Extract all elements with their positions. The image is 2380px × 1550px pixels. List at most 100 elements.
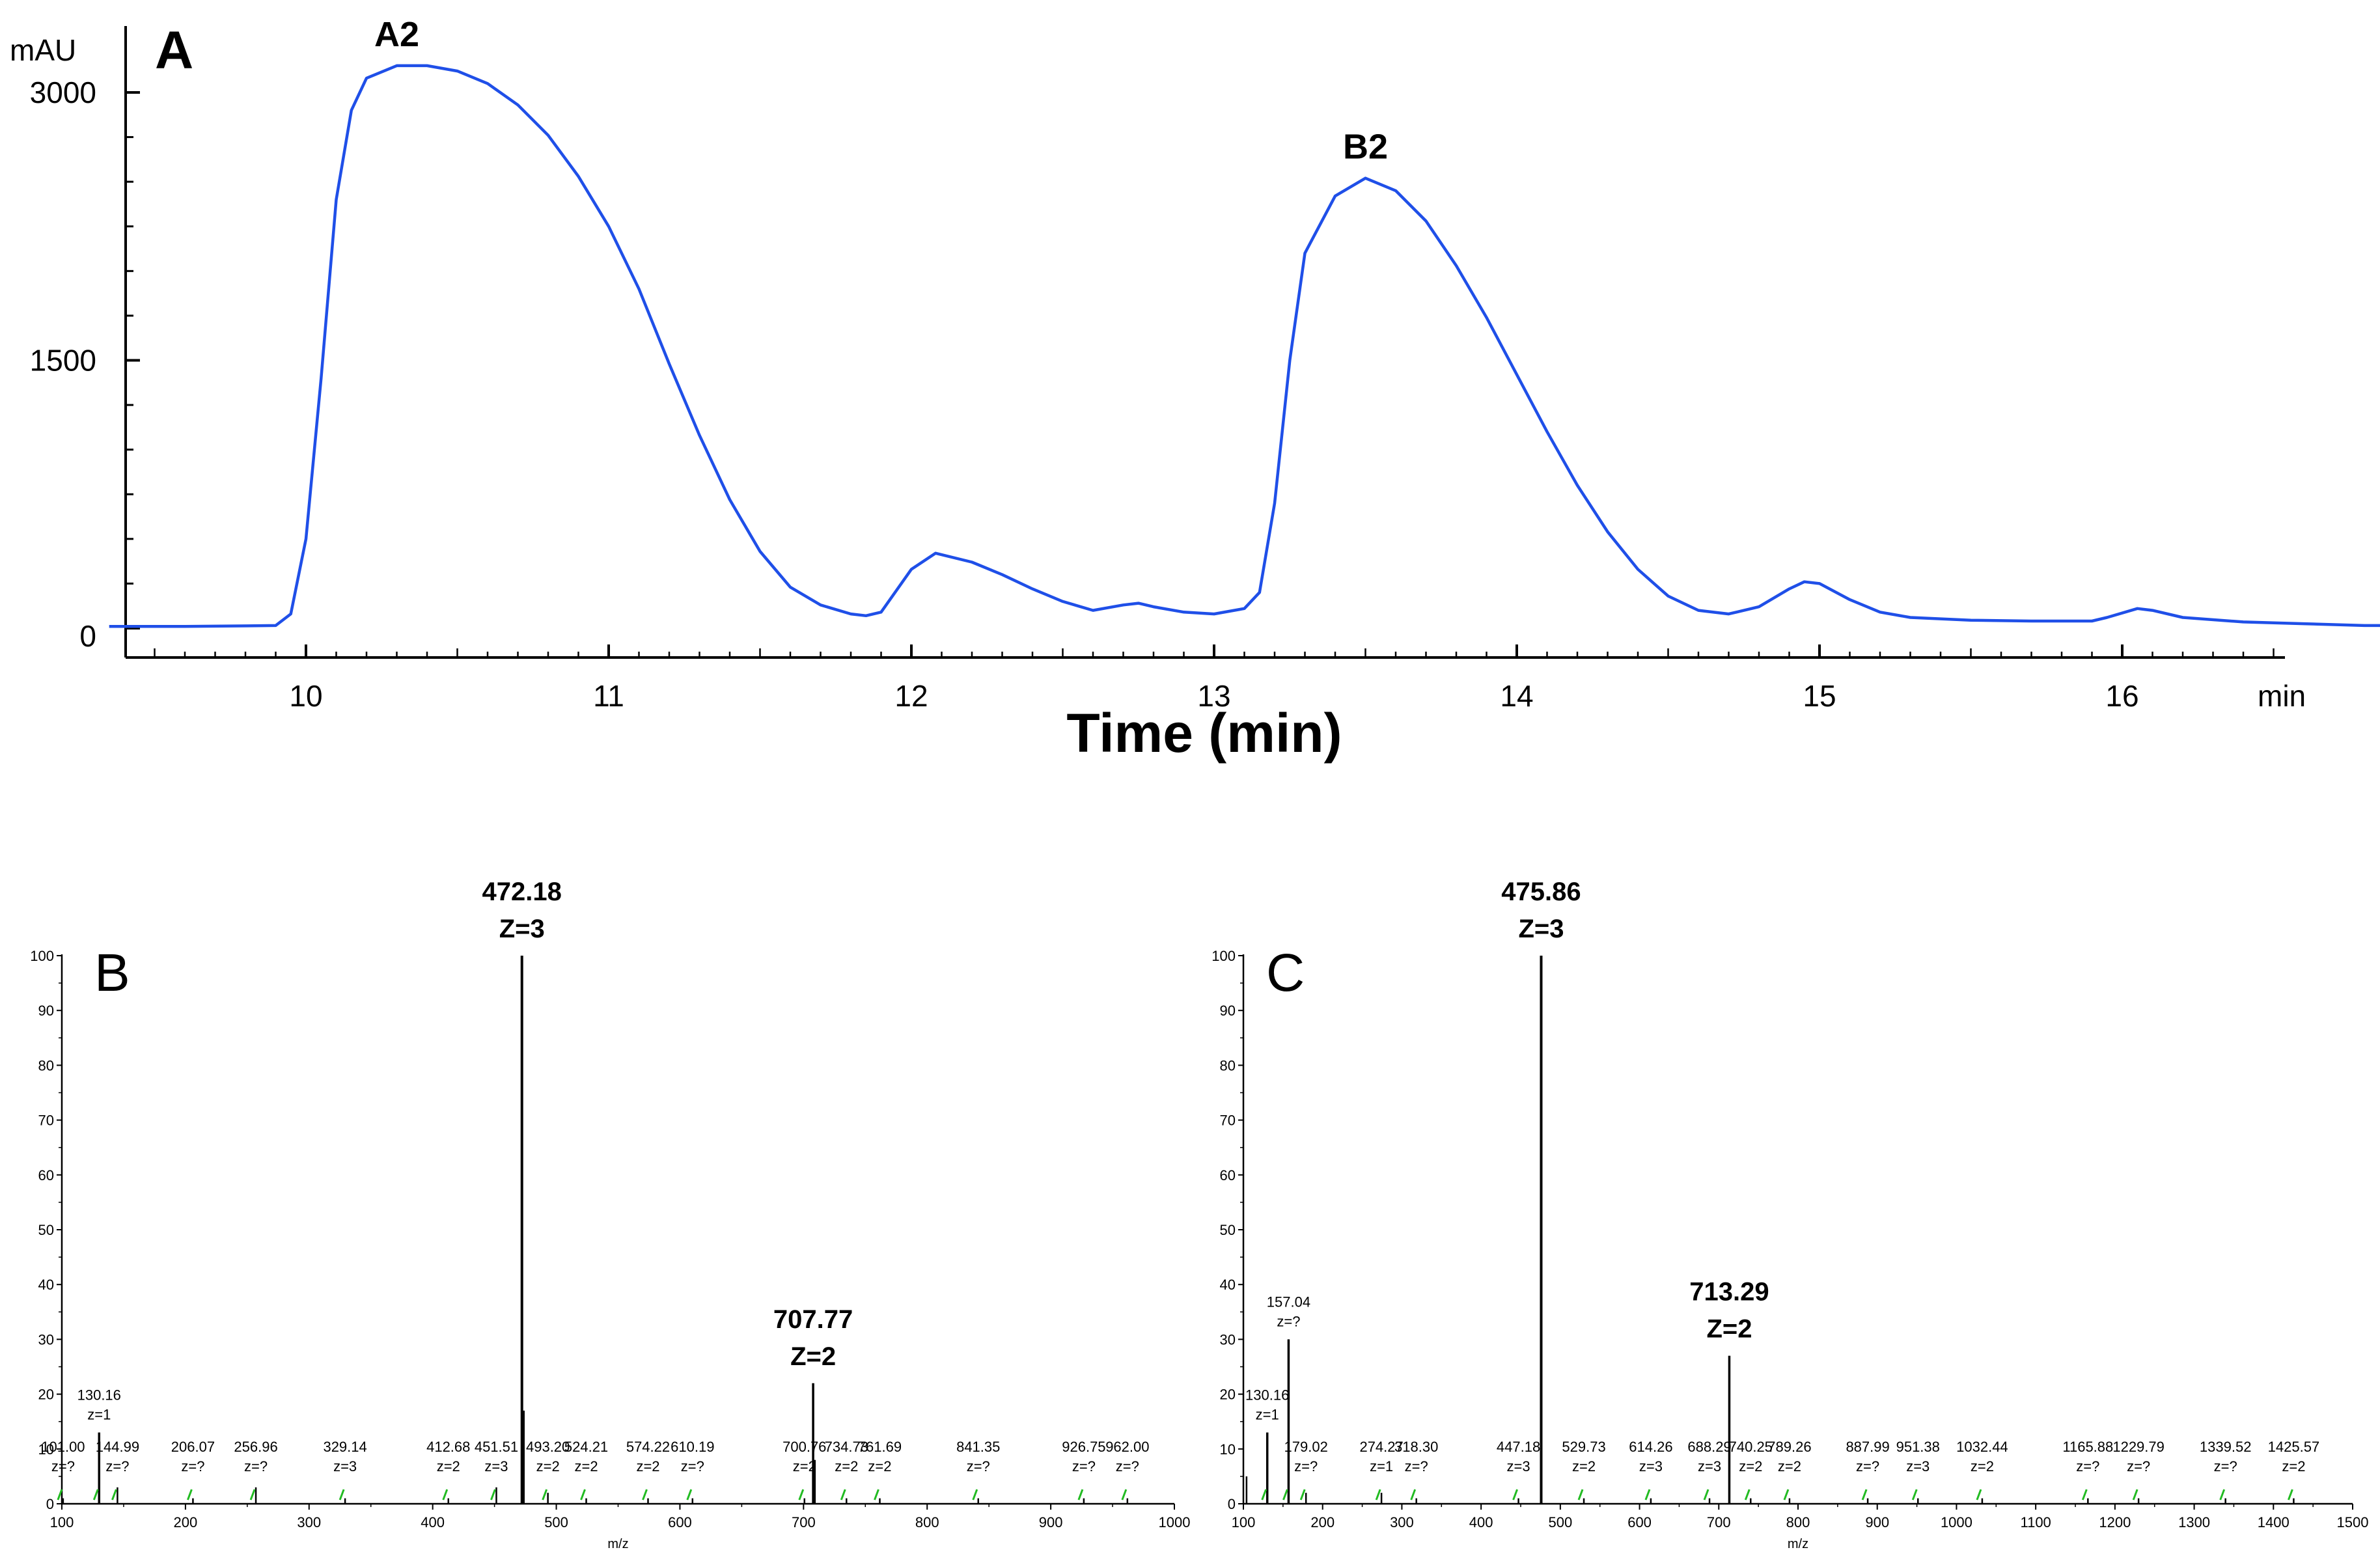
peak-charge-label: z=3 xyxy=(1698,1458,1721,1474)
y-tick-label: 50 xyxy=(38,1222,54,1238)
y-tick-label: 90 xyxy=(38,1003,54,1019)
y-tick-label: 80 xyxy=(38,1057,54,1073)
main-peak-charge-label: Z=3 xyxy=(499,915,545,943)
peak-charge-label: z=1 xyxy=(87,1407,111,1423)
peak-marker xyxy=(580,1489,586,1501)
peak-charge-label: z=2 xyxy=(1572,1458,1596,1474)
peak-marker xyxy=(1744,1489,1750,1501)
x-tick-label: 10 xyxy=(289,679,322,713)
peak-label-a2: A2 xyxy=(374,15,419,54)
peak-mz-label: 179.02 xyxy=(1284,1439,1328,1455)
x-tick-label: 700 xyxy=(792,1514,816,1530)
x-tick-label: 800 xyxy=(915,1514,939,1530)
y-tick-label: 70 xyxy=(38,1113,54,1129)
peak-charge-label: z=? xyxy=(105,1458,129,1474)
peak-charge-label: z=? xyxy=(1405,1458,1428,1474)
peak-marker xyxy=(972,1489,978,1501)
peak-charge-label: z=1 xyxy=(1256,1407,1279,1423)
peak-label-b2: B2 xyxy=(1343,128,1388,167)
peak-mz-label: 734.73 xyxy=(825,1439,868,1455)
peak-marker xyxy=(542,1489,548,1501)
x-tick-label: 1200 xyxy=(2099,1514,2131,1530)
peak-mz-label: 274.27 xyxy=(1359,1439,1403,1455)
x-tick-label: 1500 xyxy=(2337,1514,2369,1530)
peak-mz-label: 887.99 xyxy=(1846,1439,1889,1455)
peak-marker xyxy=(1861,1489,1868,1501)
peak-marker xyxy=(92,1489,99,1501)
peak-charge-label: z=? xyxy=(2214,1458,2237,1474)
y-tick-label: 1500 xyxy=(30,344,96,378)
peak-charge-label: z=? xyxy=(1856,1458,1879,1474)
peak-mz-label: 610.19 xyxy=(671,1439,714,1455)
main-peak-mz-label: 713.29 xyxy=(1689,1278,1769,1307)
x-tick-label: 400 xyxy=(1469,1514,1493,1530)
y-tick-label: 50 xyxy=(1220,1222,1236,1238)
x-tick-label: 1000 xyxy=(1941,1514,1972,1530)
main-peak-charge-label: Z=2 xyxy=(1706,1315,1752,1344)
x-tick-label: 100 xyxy=(1232,1514,1256,1530)
peak-marker xyxy=(57,1489,63,1501)
y-tick-label: 80 xyxy=(1220,1057,1236,1073)
x-axis-unit-label: min xyxy=(2258,679,2306,713)
peak-marker xyxy=(1911,1489,1918,1501)
peak-mz-label: 962.00 xyxy=(1105,1439,1149,1455)
peak-charge-label: z=? xyxy=(181,1458,204,1474)
peak-mz-label: 206.07 xyxy=(171,1439,215,1455)
x-tick-label: 900 xyxy=(1039,1514,1063,1530)
peak-charge-label: z=? xyxy=(51,1458,75,1474)
peak-charge-label: z=2 xyxy=(536,1458,560,1474)
chromatogram-trace xyxy=(109,64,2380,628)
peak-charge-label: z=2 xyxy=(1739,1458,1762,1474)
peak-marker xyxy=(442,1489,449,1501)
x-tick-label: 200 xyxy=(1310,1514,1335,1530)
peak-mz-label: 1165.88 xyxy=(2062,1439,2113,1455)
peak-charge-label: z=? xyxy=(1277,1313,1300,1329)
peak-marker xyxy=(187,1489,193,1501)
peak-mz-label: 574.22 xyxy=(626,1439,670,1455)
y-tick-label: 100 xyxy=(30,948,54,964)
peak-marker xyxy=(1410,1489,1417,1501)
peak-marker xyxy=(1644,1489,1651,1501)
x-tick-label: 300 xyxy=(297,1514,321,1530)
peak-charge-label: z=3 xyxy=(1639,1458,1663,1474)
peak-marker xyxy=(1121,1489,1128,1501)
peak-charge-label: z=2 xyxy=(835,1458,858,1474)
y-tick-label: 100 xyxy=(1211,948,1236,964)
mass-spectrum-panel-c: C 0 10 20 30 40 50 60 70 80 90 100 100 200 300 400 500 60… xyxy=(1211,878,2368,1550)
peak-mz-label: 318.30 xyxy=(1394,1439,1438,1455)
peak-marker xyxy=(686,1489,693,1501)
peak-mz-label: 130.16 xyxy=(77,1387,121,1404)
peak-marker xyxy=(1299,1489,1306,1501)
peak-charge-label: z=3 xyxy=(484,1458,508,1474)
y-tick-label: 0 xyxy=(1228,1496,1236,1512)
peak-charge-label: z=? xyxy=(681,1458,704,1474)
x-axis-title: m/z xyxy=(1788,1537,1808,1550)
y-tick-label: 40 xyxy=(1220,1277,1236,1293)
peak-charge-label: z=2 xyxy=(437,1458,460,1474)
y-tick-label: 30 xyxy=(1220,1331,1236,1348)
peak-marker xyxy=(1577,1489,1584,1501)
y-tick-label: 30 xyxy=(38,1331,54,1348)
x-tick-label: 1300 xyxy=(2178,1514,2210,1530)
peak-marker xyxy=(1703,1489,1709,1501)
peak-charge-label: z=? xyxy=(2127,1458,2150,1474)
peak-charge-label: z=? xyxy=(1116,1458,1139,1474)
peak-charge-label: z=2 xyxy=(1778,1458,1801,1474)
x-tick-label: 15 xyxy=(1803,679,1836,713)
x-tick-label: 800 xyxy=(1786,1514,1810,1530)
peak-marker xyxy=(1077,1489,1084,1501)
peak-marker xyxy=(2288,1489,2293,1501)
y-tick-label: 40 xyxy=(38,1277,54,1293)
x-tick-label: 500 xyxy=(544,1514,568,1530)
x-tick-label: 1000 xyxy=(1159,1514,1191,1530)
x-tick-label: 12 xyxy=(894,679,928,713)
x-tick-label: 600 xyxy=(1627,1514,1652,1530)
y-tick-label: 3000 xyxy=(30,76,96,109)
peak-mz-label: 951.38 xyxy=(1896,1439,1940,1455)
x-tick-label: 16 xyxy=(2105,679,2138,713)
peak-marker xyxy=(490,1489,496,1501)
peak-mz-label: 144.99 xyxy=(96,1439,139,1455)
peak-charge-label: z=2 xyxy=(1971,1458,1994,1474)
